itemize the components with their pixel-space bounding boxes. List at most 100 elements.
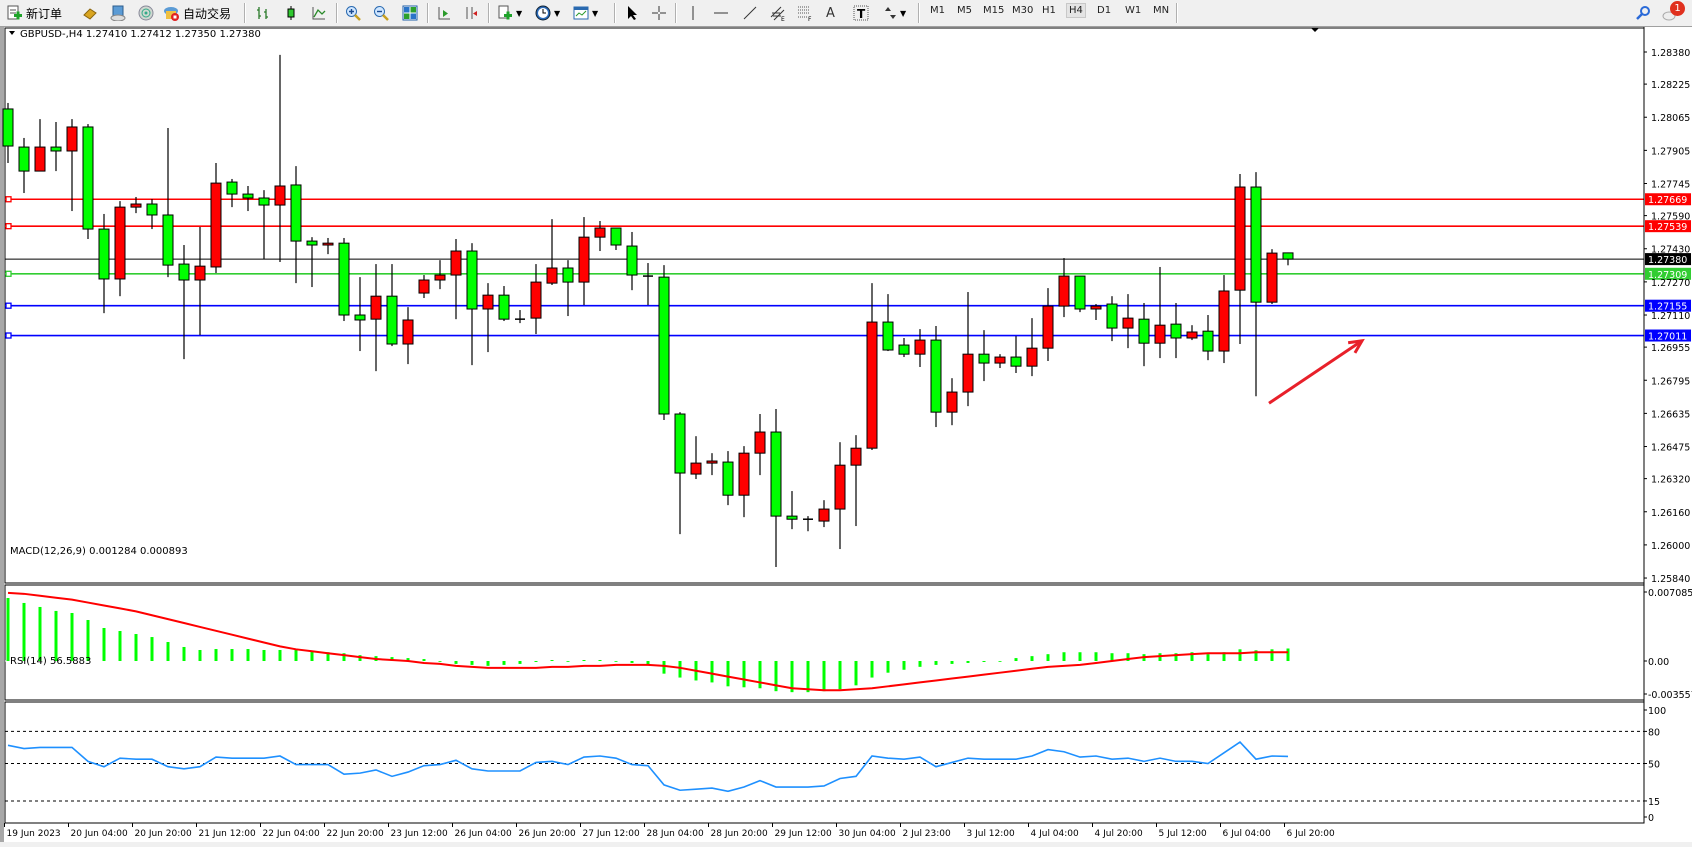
candle[interactable] — [34, 119, 46, 172]
auto-trading-button[interactable]: 自动交易 — [163, 3, 231, 23]
level-handle[interactable] — [5, 332, 12, 339]
candle[interactable] — [834, 442, 846, 550]
chevron-down-icon[interactable]: ▼ — [900, 8, 907, 18]
timeframe-m1[interactable]: M1 — [930, 5, 945, 16]
periods-button[interactable]: ▼ — [535, 3, 560, 23]
candle[interactable] — [82, 124, 94, 240]
cursor-tool[interactable] — [624, 3, 640, 23]
annotation-arrow-line[interactable] — [1268, 339, 1363, 405]
candle[interactable] — [1138, 303, 1150, 367]
macd-panel[interactable] — [4, 584, 1645, 701]
candle[interactable] — [386, 264, 398, 347]
chart-window[interactable]: 1.27669 1.27539 1.27380 1.27309 1.27155 1.270… — [0, 27, 1692, 847]
candle[interactable] — [530, 264, 542, 335]
candle[interactable] — [1090, 304, 1102, 320]
candle[interactable] — [994, 354, 1006, 369]
candle[interactable] — [1170, 303, 1182, 359]
fibonacci-tool[interactable]: F — [797, 3, 813, 23]
level-handle[interactable] — [5, 196, 12, 203]
candle[interactable] — [1026, 318, 1038, 377]
horizontal-line-tool[interactable] — [713, 3, 729, 23]
candle[interactable] — [962, 292, 974, 407]
candle[interactable] — [226, 178, 238, 208]
text-label-tool[interactable]: T — [853, 3, 869, 23]
candle[interactable] — [466, 243, 478, 366]
candle[interactable] — [242, 185, 254, 212]
candle[interactable] — [818, 500, 830, 528]
candle[interactable] — [914, 329, 926, 367]
candle[interactable] — [643, 263, 653, 306]
timeframe-m5[interactable]: M5 — [957, 5, 972, 16]
candle[interactable] — [498, 286, 510, 322]
candle[interactable] — [50, 121, 62, 172]
candle[interactable] — [1122, 294, 1134, 349]
candle[interactable] — [803, 516, 813, 532]
chart-shift-marker[interactable] — [1311, 28, 1319, 32]
market-watch-button[interactable] — [82, 3, 98, 23]
candle[interactable] — [674, 412, 686, 535]
timeframe-m30[interactable]: M30 — [1012, 5, 1034, 16]
equidistant-channel-tool[interactable]: E — [770, 3, 786, 23]
candle[interactable] — [18, 137, 30, 194]
candle[interactable] — [978, 330, 990, 382]
candle[interactable] — [274, 54, 286, 262]
navigator-button[interactable] — [138, 3, 154, 23]
candle[interactable] — [66, 119, 78, 212]
candle[interactable] — [1106, 296, 1118, 342]
candle[interactable] — [850, 435, 862, 527]
candle[interactable] — [194, 226, 206, 336]
candle[interactable] — [114, 201, 126, 297]
candle[interactable] — [690, 436, 702, 480]
candle[interactable] — [450, 239, 462, 320]
candle[interactable] — [626, 231, 638, 291]
candle[interactable] — [1234, 173, 1246, 345]
candle[interactable] — [146, 199, 158, 230]
timeframe-h1[interactable]: H1 — [1042, 5, 1056, 16]
bar-chart-button[interactable] — [255, 3, 271, 23]
search-button[interactable] — [1635, 3, 1651, 23]
candle[interactable] — [706, 453, 718, 476]
candle[interactable] — [370, 264, 382, 372]
candle[interactable] — [882, 294, 894, 352]
candle[interactable] — [178, 245, 190, 360]
notifications-button[interactable]: 1 — [1662, 1, 1685, 23]
candle[interactable] — [1186, 325, 1198, 341]
timeframe-mn[interactable]: MN — [1153, 5, 1170, 16]
candle[interactable] — [402, 307, 414, 365]
candle[interactable] — [2, 102, 14, 164]
chart-shift-button[interactable] — [463, 3, 479, 23]
candle[interactable] — [1010, 336, 1022, 374]
chevron-down-icon[interactable]: ▼ — [554, 8, 561, 18]
candle[interactable] — [418, 275, 430, 299]
level-handle[interactable] — [5, 302, 12, 309]
candle[interactable] — [786, 491, 798, 530]
candle[interactable] — [898, 338, 910, 358]
candle[interactable] — [946, 378, 958, 426]
level-handle[interactable] — [5, 223, 12, 230]
text-tool[interactable]: A — [826, 3, 835, 23]
candle[interactable] — [1202, 315, 1214, 361]
candle[interactable] — [1250, 172, 1262, 397]
candle[interactable] — [482, 283, 494, 353]
candle[interactable] — [562, 260, 574, 317]
candle[interactable] — [306, 237, 318, 288]
candle[interactable] — [866, 283, 878, 451]
candle[interactable] — [930, 325, 942, 428]
chevron-down-icon[interactable]: ▼ — [592, 8, 599, 18]
candle[interactable] — [354, 277, 366, 352]
candle[interactable] — [1282, 252, 1294, 266]
candle[interactable] — [515, 310, 525, 324]
zoom-out-button[interactable] — [373, 3, 389, 23]
candle[interactable] — [1058, 258, 1070, 318]
header-triangle-icon[interactable] — [9, 31, 15, 35]
candle[interactable] — [162, 128, 174, 278]
timeframe-h4[interactable]: H4 — [1066, 3, 1086, 18]
timeframe-d1[interactable]: D1 — [1097, 5, 1112, 16]
timeframe-w1[interactable]: W1 — [1125, 5, 1142, 16]
candle[interactable] — [130, 196, 142, 214]
vertical-line-tool[interactable] — [685, 3, 701, 23]
candle[interactable] — [290, 166, 302, 284]
candlestick-chart-button[interactable] — [283, 3, 299, 23]
candle[interactable] — [98, 213, 110, 314]
line-chart-button[interactable] — [311, 3, 327, 23]
